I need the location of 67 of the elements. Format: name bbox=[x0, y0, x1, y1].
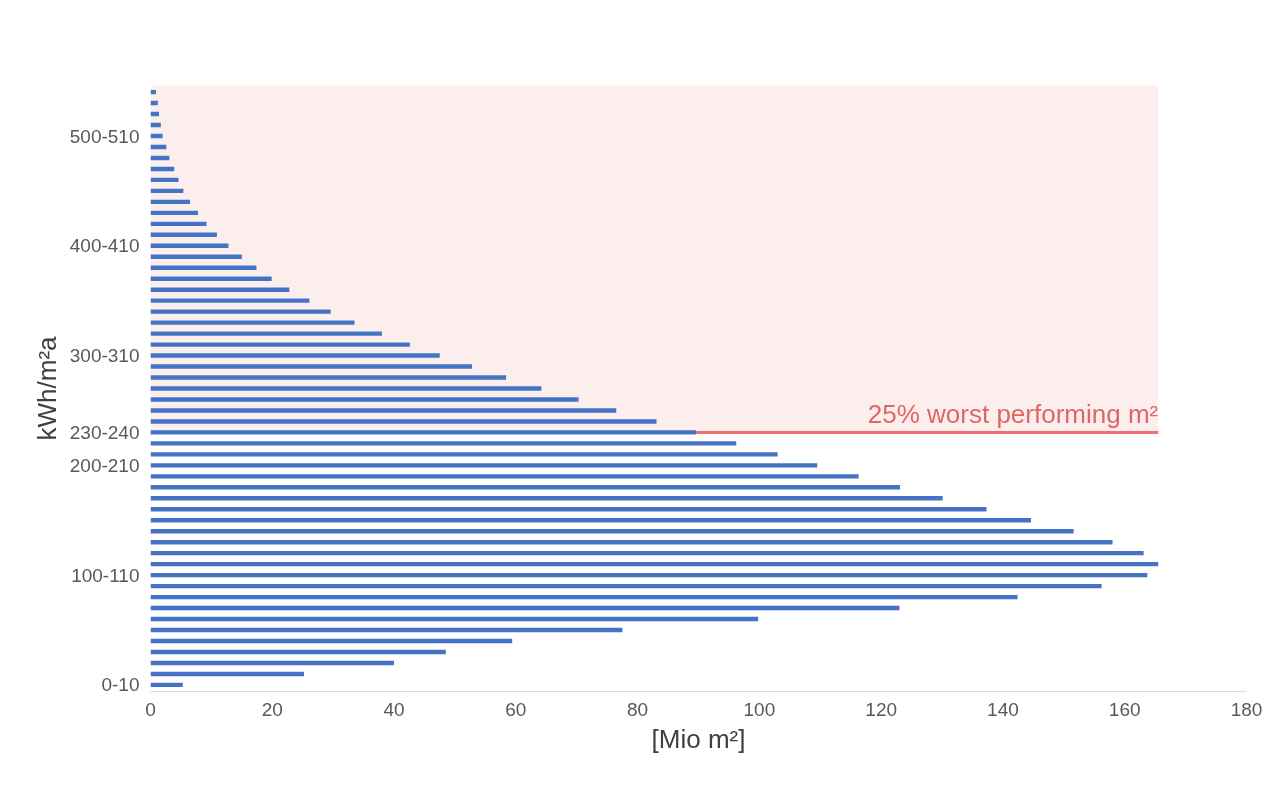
x-tick-label: 160 bbox=[1108, 698, 1141, 720]
bar bbox=[150, 408, 617, 413]
y-tick-label: 230-240 bbox=[69, 421, 140, 443]
bar bbox=[150, 638, 513, 644]
x-tick-label: 40 bbox=[383, 698, 405, 720]
x-tick-label: 100 bbox=[743, 698, 776, 720]
bar bbox=[150, 463, 818, 468]
bar bbox=[150, 474, 859, 479]
bar bbox=[150, 221, 207, 227]
bar bbox=[150, 452, 778, 457]
x-tick-label: 20 bbox=[261, 698, 283, 720]
x-tick-label: 0 bbox=[145, 698, 156, 720]
bar bbox=[150, 320, 355, 325]
bar bbox=[150, 485, 901, 490]
bar bbox=[150, 660, 395, 666]
bar bbox=[150, 671, 304, 677]
x-tick-label: 60 bbox=[505, 698, 527, 720]
bar bbox=[150, 309, 331, 314]
bar bbox=[150, 177, 179, 183]
bar bbox=[150, 540, 1113, 545]
bar bbox=[150, 649, 446, 655]
bar bbox=[150, 616, 759, 622]
bar bbox=[150, 265, 257, 270]
bar bbox=[150, 133, 163, 139]
bar bbox=[150, 572, 1148, 578]
bar bbox=[150, 232, 217, 237]
bar bbox=[150, 605, 900, 611]
bar bbox=[150, 594, 1018, 600]
y-tick-label: 200-210 bbox=[69, 454, 140, 476]
bar bbox=[150, 276, 272, 281]
bar bbox=[150, 210, 198, 216]
bar bbox=[150, 529, 1074, 534]
bar bbox=[150, 386, 542, 391]
bar bbox=[150, 199, 191, 205]
y-tick-label: 100-110 bbox=[71, 564, 140, 586]
y-tick-label: 300-310 bbox=[69, 345, 140, 367]
y-tick-label: 400-410 bbox=[69, 235, 140, 257]
x-tick-label: 120 bbox=[865, 698, 898, 720]
bar bbox=[150, 682, 183, 688]
bar bbox=[150, 550, 1144, 556]
bar bbox=[150, 441, 737, 446]
bar bbox=[150, 397, 579, 402]
bar bbox=[150, 287, 290, 292]
bar bbox=[150, 419, 657, 424]
y-tick-label: 500-510 bbox=[69, 125, 140, 147]
bar bbox=[150, 583, 1102, 589]
bar bbox=[150, 518, 1031, 523]
bar bbox=[150, 430, 697, 435]
band-label: 25% worst performing m² bbox=[867, 399, 1159, 430]
y-axis-title: kWh/m²a bbox=[31, 335, 62, 441]
bar bbox=[150, 331, 382, 336]
bar bbox=[150, 375, 507, 380]
x-tick-label: 140 bbox=[987, 698, 1019, 720]
bar bbox=[150, 364, 472, 369]
bar bbox=[150, 353, 440, 358]
bar bbox=[150, 507, 987, 512]
bar bbox=[150, 298, 310, 303]
bar bbox=[150, 561, 1159, 567]
bar bbox=[150, 496, 943, 501]
bar bbox=[150, 342, 410, 347]
bar bbox=[150, 243, 229, 248]
x-tick-label: 80 bbox=[627, 698, 649, 720]
x-tick-label: 180 bbox=[1230, 698, 1263, 720]
y-tick-label: 0-10 bbox=[101, 674, 140, 696]
x-axis-title: [Mio m²] bbox=[651, 723, 746, 754]
bar bbox=[150, 627, 623, 633]
bar bbox=[150, 254, 242, 259]
